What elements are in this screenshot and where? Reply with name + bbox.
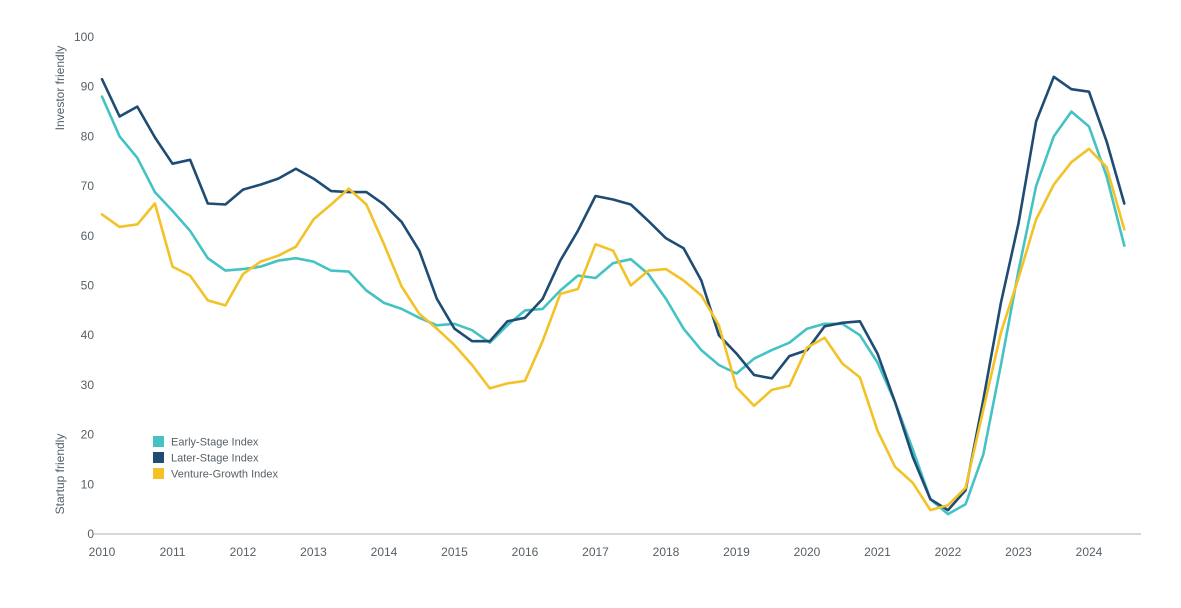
legend-swatch xyxy=(153,468,164,479)
y-tick-label: 60 xyxy=(81,229,95,243)
investor-friendly-label: Investor friendly xyxy=(53,46,67,131)
x-tick-label: 2012 xyxy=(230,545,257,559)
legend-label: Venture-Growth Index xyxy=(171,469,279,481)
x-tick-label: 2018 xyxy=(653,545,680,559)
x-tick-label: 2017 xyxy=(582,545,609,559)
y-tick-label: 20 xyxy=(81,428,95,442)
series-lines xyxy=(100,75,1126,516)
legend-label: Early-Stage Index xyxy=(171,437,259,449)
x-tick-label: 2015 xyxy=(441,545,468,559)
legend-swatch xyxy=(153,452,164,463)
x-tick-label: 2021 xyxy=(864,545,891,559)
legend-label: Later-Stage Index xyxy=(171,453,259,465)
x-tick-label: 2011 xyxy=(160,545,186,559)
x-tick-label: 2010 xyxy=(89,545,116,559)
y-tick-label: 40 xyxy=(81,328,95,342)
y-tick-label: 30 xyxy=(81,378,95,392)
x-tick-label: 2013 xyxy=(300,545,327,559)
y-tick-label: 0 xyxy=(87,527,94,541)
x-tick-label: 2024 xyxy=(1076,545,1103,559)
axes: 0 10 20 30 40 50 60 70 80 90 100 2010 2011 2012 2013 20… xyxy=(53,30,1141,559)
legend-swatch xyxy=(153,436,164,447)
startup-friendly-label: Startup friendly xyxy=(53,434,67,515)
y-tick-label: 10 xyxy=(81,477,95,491)
x-tick-label: 2014 xyxy=(371,545,398,559)
series-line-venture-growth-index xyxy=(100,147,1126,512)
y-tick-label: 50 xyxy=(81,279,95,293)
series-line-later-stage-index xyxy=(100,75,1126,512)
x-tick-label: 2020 xyxy=(794,545,821,559)
series-line-early-stage-index xyxy=(100,95,1126,516)
x-tick-label: 2023 xyxy=(1005,545,1032,559)
y-tick-label: 100 xyxy=(74,30,94,44)
y-tick-label: 90 xyxy=(81,80,95,94)
x-tick-label: 2019 xyxy=(723,545,750,559)
x-tick-label: 2016 xyxy=(512,545,539,559)
y-tick-label: 70 xyxy=(81,179,95,193)
x-tick-label: 2022 xyxy=(935,545,962,559)
y-tick-label: 80 xyxy=(81,129,95,143)
legend: Early-Stage Index Later-Stage Index Ventur… xyxy=(153,436,279,481)
